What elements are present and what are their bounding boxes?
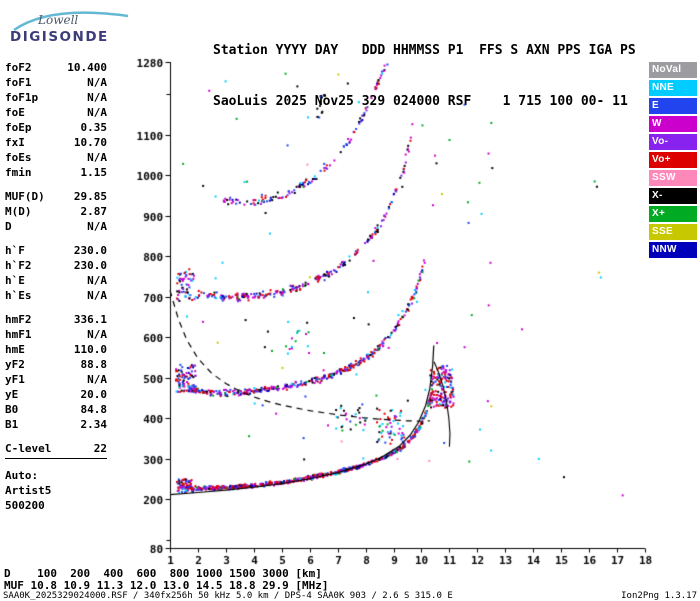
param-muf-d: MUF(D) 29.85 xyxy=(5,190,107,203)
doppler-direction-legend: NoVal NNE E W Vo- Vo+ SSW X- X+ SSE NNW xyxy=(649,62,697,260)
param-foe: foE N/A xyxy=(5,106,107,119)
param-fmin: fmin 1.15 xyxy=(5,166,107,179)
param-fof1: foF1 N/A xyxy=(5,76,107,89)
legend-item-w: W xyxy=(649,116,697,132)
param-foep: foEp 0.35 xyxy=(5,121,107,134)
param-h-f: h`F 230.0 xyxy=(5,244,107,257)
logo-lowell-text: Lowell xyxy=(37,13,78,27)
param-d: D N/A xyxy=(5,220,107,233)
param-h-es: h`Es N/A xyxy=(5,289,107,302)
logo-digisonde-text: DIGISONDE xyxy=(10,29,109,45)
param-hmf1: hmF1 N/A xyxy=(5,328,107,341)
param-artist5: Artist5 xyxy=(5,484,52,497)
legend-item-voplus: Vo+ xyxy=(649,152,697,168)
param-c-level: C-level 22 xyxy=(5,441,107,459)
param-foes: foEs N/A xyxy=(5,151,107,164)
logo-swoosh-icon xyxy=(13,11,129,32)
legend-item-nne: NNE xyxy=(649,80,697,96)
footer-file-info: SAA0K_2025329024000.RSF / 340fx256h 50 k… xyxy=(3,591,453,601)
param-b0: B0 84.8 xyxy=(5,403,107,416)
lowell-digisonde-logo: Lowell DIGISONDE xyxy=(8,4,136,50)
legend-item-noval: NoVal xyxy=(649,62,697,78)
param-hmf2: hmF2 336.1 xyxy=(5,313,107,326)
param-hme: hmE 110.0 xyxy=(5,343,107,356)
legend-item-xminus: X- xyxy=(649,188,697,204)
param-m-d: M(D) 2.87 xyxy=(5,205,107,218)
param-auto: Auto: xyxy=(5,469,39,482)
header-column-titles: Station YYYY DAY DDD HHMMSS P1 FFS S AXN… xyxy=(213,43,636,58)
legend-item-e: E xyxy=(649,98,697,114)
legend-item-xplus: X+ xyxy=(649,206,697,222)
legend-item-vominus: Vo- xyxy=(649,134,697,150)
legend-item-nnw: NNW xyxy=(649,242,697,258)
scaled-parameters-panel: foF2 10.400 foF1 N/A foF1p N/A foE N/A foEp 0.35 f… xyxy=(5,60,107,522)
param-ye: yE 20.0 xyxy=(5,388,107,401)
param-fof1p: foF1p N/A xyxy=(5,91,107,104)
param-yf1: yF1 N/A xyxy=(5,373,107,386)
legend-item-ssw: SSW xyxy=(649,170,697,186)
ionogram-plot xyxy=(130,55,660,570)
logo-graphic: Lowell DIGISONDE xyxy=(10,11,129,45)
param-fxi: fxI 10.70 xyxy=(5,136,107,149)
param-fof2: foF2 10.400 xyxy=(5,61,107,74)
param-b1: B1 2.34 xyxy=(5,418,107,431)
legend-item-sse: SSE xyxy=(649,224,697,240)
footer-program-version: Ion2Png 1.3.17 xyxy=(621,591,697,601)
param-h-f2: h`F2 230.0 xyxy=(5,259,107,272)
muf-values-row: MUF 10.8 10.9 11.3 12.0 13.0 14.5 18.8 2… xyxy=(4,579,329,592)
param-h-e: h`E N/A xyxy=(5,274,107,287)
param-yf2: yF2 88.8 xyxy=(5,358,107,371)
muf-distance-row: D 100 200 400 600 800 1000 1500 3000 [km… xyxy=(4,567,322,580)
param-500200: 500200 xyxy=(5,499,45,512)
